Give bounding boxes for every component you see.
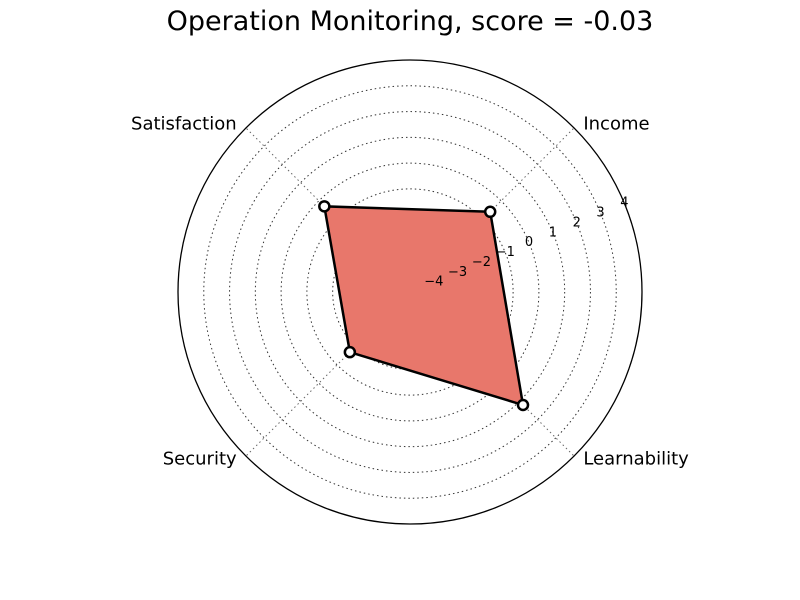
category-label-learnability: Learnability xyxy=(583,448,689,469)
r-tick-label: −4 xyxy=(424,275,443,290)
data-point-security xyxy=(343,345,357,359)
r-tick-label: −2 xyxy=(472,255,491,270)
series xyxy=(318,200,530,412)
r-tick-label: 3 xyxy=(596,206,604,221)
r-tick-label: −1 xyxy=(496,245,515,260)
chart-title: Operation Monitoring, score = -0.03 xyxy=(167,6,654,37)
r-tick-label: 2 xyxy=(573,215,581,230)
category-label-security: Security xyxy=(163,448,237,469)
grid-ring-7 xyxy=(203,85,617,499)
category-label-satisfaction: Satisfaction xyxy=(131,114,237,135)
r-tick-label: 0 xyxy=(525,235,533,250)
data-point-income xyxy=(483,205,497,219)
grid-ring-4 xyxy=(280,162,540,422)
series-area xyxy=(322,205,525,407)
data-point-satisfaction xyxy=(318,200,331,213)
axis-labels: −4 −3 −2 −1 0 1 23 4 Income Satisfaction Security L… xyxy=(131,114,689,470)
r-tick-label: 4 xyxy=(620,196,628,211)
grid-ring-6 xyxy=(229,111,591,473)
grid-ring-5 xyxy=(254,136,566,448)
outer-ring xyxy=(177,59,643,525)
r-tick-label: −3 xyxy=(448,265,467,280)
data-point-learnability xyxy=(516,398,530,412)
r-tick-label: 1 xyxy=(549,225,557,240)
grid-ring-3 xyxy=(306,188,514,396)
category-label-income: Income xyxy=(583,114,649,135)
